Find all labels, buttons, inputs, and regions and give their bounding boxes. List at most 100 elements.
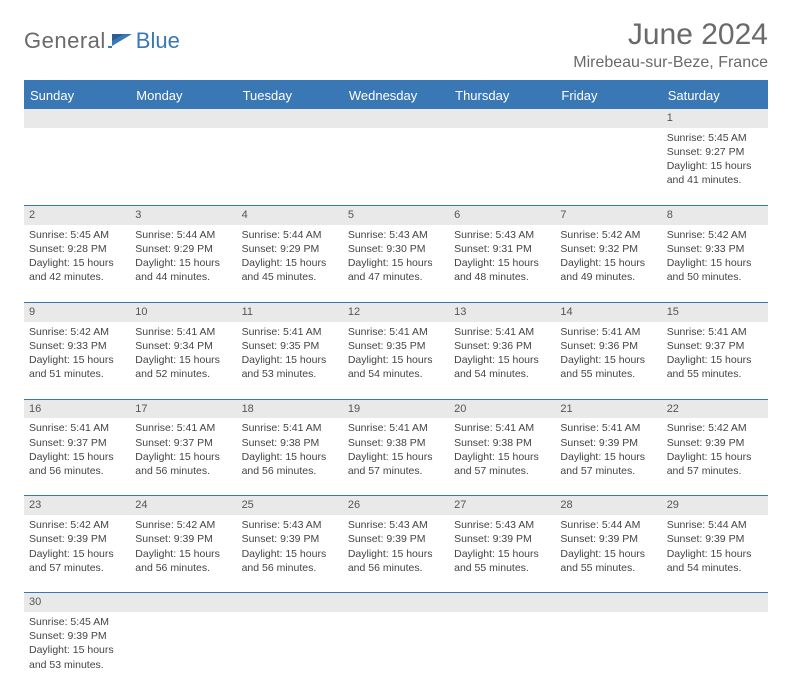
week-row: Sunrise: 5:42 AMSunset: 9:39 PMDaylight:… <box>24 515 768 593</box>
day-daylight1: Daylight: 15 hours <box>667 547 763 561</box>
day-sunrise: Sunrise: 5:43 AM <box>348 518 444 532</box>
day-daylight2: and 51 minutes. <box>29 367 125 381</box>
day-daylight2: and 47 minutes. <box>348 270 444 284</box>
day-cell: Sunrise: 5:42 AMSunset: 9:33 PMDaylight:… <box>662 225 768 303</box>
day-cell: Sunrise: 5:41 AMSunset: 9:36 PMDaylight:… <box>449 322 555 400</box>
day-sunset: Sunset: 9:37 PM <box>135 436 231 450</box>
day-sunrise: Sunrise: 5:43 AM <box>242 518 338 532</box>
day-sunset: Sunset: 9:39 PM <box>560 532 656 546</box>
day-number-cell: 18 <box>237 400 343 419</box>
day-details: Sunrise: 5:41 AMSunset: 9:35 PMDaylight:… <box>348 325 444 382</box>
day-daylight1: Daylight: 15 hours <box>29 256 125 270</box>
day-daylight1: Daylight: 15 hours <box>348 450 444 464</box>
day-daylight2: and 56 minutes. <box>135 561 231 575</box>
day-cell <box>555 612 661 690</box>
day-daylight1: Daylight: 15 hours <box>560 547 656 561</box>
day-cell: Sunrise: 5:41 AMSunset: 9:38 PMDaylight:… <box>237 418 343 496</box>
day-cell: Sunrise: 5:42 AMSunset: 9:39 PMDaylight:… <box>24 515 130 593</box>
daynum-row: 1 <box>24 109 768 128</box>
day-details: Sunrise: 5:44 AMSunset: 9:29 PMDaylight:… <box>242 228 338 285</box>
day-cell: Sunrise: 5:42 AMSunset: 9:32 PMDaylight:… <box>555 225 661 303</box>
day-details: Sunrise: 5:41 AMSunset: 9:35 PMDaylight:… <box>242 325 338 382</box>
day-details: Sunrise: 5:41 AMSunset: 9:34 PMDaylight:… <box>135 325 231 382</box>
day-number-cell: 1 <box>662 109 768 128</box>
day-details: Sunrise: 5:45 AMSunset: 9:39 PMDaylight:… <box>29 615 125 672</box>
day-daylight1: Daylight: 15 hours <box>135 353 231 367</box>
day-daylight1: Daylight: 15 hours <box>560 353 656 367</box>
weekday-header: Friday <box>555 82 661 109</box>
day-daylight2: and 42 minutes. <box>29 270 125 284</box>
day-number-cell <box>662 593 768 612</box>
day-cell: Sunrise: 5:41 AMSunset: 9:34 PMDaylight:… <box>130 322 236 400</box>
day-details: Sunrise: 5:42 AMSunset: 9:39 PMDaylight:… <box>135 518 231 575</box>
day-sunset: Sunset: 9:37 PM <box>29 436 125 450</box>
calendar-body: 1Sunrise: 5:45 AMSunset: 9:27 PMDaylight… <box>24 109 768 690</box>
day-daylight2: and 52 minutes. <box>135 367 231 381</box>
weekday-header: Wednesday <box>343 82 449 109</box>
weekday-header: Tuesday <box>237 82 343 109</box>
daynum-row: 23242526272829 <box>24 496 768 515</box>
logo-text-blue: Blue <box>136 28 180 54</box>
day-daylight2: and 56 minutes. <box>135 464 231 478</box>
day-details: Sunrise: 5:41 AMSunset: 9:37 PMDaylight:… <box>667 325 763 382</box>
day-sunrise: Sunrise: 5:42 AM <box>29 518 125 532</box>
day-sunset: Sunset: 9:30 PM <box>348 242 444 256</box>
day-daylight2: and 57 minutes. <box>454 464 550 478</box>
day-daylight2: and 54 minutes. <box>348 367 444 381</box>
day-sunrise: Sunrise: 5:42 AM <box>29 325 125 339</box>
day-cell: Sunrise: 5:41 AMSunset: 9:37 PMDaylight:… <box>662 322 768 400</box>
day-sunrise: Sunrise: 5:41 AM <box>454 325 550 339</box>
day-sunrise: Sunrise: 5:45 AM <box>29 615 125 629</box>
day-sunrise: Sunrise: 5:42 AM <box>560 228 656 242</box>
day-daylight1: Daylight: 15 hours <box>454 547 550 561</box>
day-sunset: Sunset: 9:27 PM <box>667 145 763 159</box>
day-sunrise: Sunrise: 5:45 AM <box>29 228 125 242</box>
day-number-cell <box>237 109 343 128</box>
day-daylight1: Daylight: 15 hours <box>348 256 444 270</box>
day-sunset: Sunset: 9:39 PM <box>560 436 656 450</box>
day-number-cell: 30 <box>24 593 130 612</box>
day-cell <box>343 128 449 206</box>
day-details: Sunrise: 5:41 AMSunset: 9:36 PMDaylight:… <box>560 325 656 382</box>
day-daylight1: Daylight: 15 hours <box>348 547 444 561</box>
day-number-cell: 13 <box>449 303 555 322</box>
day-details: Sunrise: 5:42 AMSunset: 9:39 PMDaylight:… <box>29 518 125 575</box>
day-daylight2: and 54 minutes. <box>667 561 763 575</box>
day-number-cell: 22 <box>662 400 768 419</box>
week-row: Sunrise: 5:45 AMSunset: 9:27 PMDaylight:… <box>24 128 768 206</box>
day-sunset: Sunset: 9:33 PM <box>29 339 125 353</box>
day-sunrise: Sunrise: 5:41 AM <box>348 325 444 339</box>
day-cell: Sunrise: 5:41 AMSunset: 9:35 PMDaylight:… <box>343 322 449 400</box>
day-number-cell <box>449 593 555 612</box>
day-number-cell <box>449 109 555 128</box>
day-cell <box>237 128 343 206</box>
day-number-cell: 10 <box>130 303 236 322</box>
daynum-row: 16171819202122 <box>24 400 768 419</box>
day-details: Sunrise: 5:42 AMSunset: 9:33 PMDaylight:… <box>667 228 763 285</box>
day-daylight1: Daylight: 15 hours <box>667 450 763 464</box>
day-number-cell: 29 <box>662 496 768 515</box>
day-details: Sunrise: 5:42 AMSunset: 9:33 PMDaylight:… <box>29 325 125 382</box>
weekday-header: Monday <box>130 82 236 109</box>
day-cell: Sunrise: 5:43 AMSunset: 9:31 PMDaylight:… <box>449 225 555 303</box>
day-cell: Sunrise: 5:41 AMSunset: 9:38 PMDaylight:… <box>343 418 449 496</box>
day-details: Sunrise: 5:41 AMSunset: 9:37 PMDaylight:… <box>29 421 125 478</box>
day-daylight2: and 56 minutes. <box>242 561 338 575</box>
day-sunrise: Sunrise: 5:41 AM <box>29 421 125 435</box>
day-number-cell <box>130 593 236 612</box>
day-cell: Sunrise: 5:41 AMSunset: 9:36 PMDaylight:… <box>555 322 661 400</box>
day-details: Sunrise: 5:41 AMSunset: 9:37 PMDaylight:… <box>135 421 231 478</box>
day-cell: Sunrise: 5:41 AMSunset: 9:37 PMDaylight:… <box>130 418 236 496</box>
day-details: Sunrise: 5:44 AMSunset: 9:39 PMDaylight:… <box>560 518 656 575</box>
day-daylight2: and 57 minutes. <box>348 464 444 478</box>
day-cell: Sunrise: 5:44 AMSunset: 9:39 PMDaylight:… <box>662 515 768 593</box>
day-daylight1: Daylight: 15 hours <box>560 256 656 270</box>
day-cell: Sunrise: 5:43 AMSunset: 9:39 PMDaylight:… <box>237 515 343 593</box>
day-daylight2: and 55 minutes. <box>560 561 656 575</box>
logo: General Blue <box>24 18 180 54</box>
weekday-header: Saturday <box>662 82 768 109</box>
day-sunset: Sunset: 9:39 PM <box>348 532 444 546</box>
day-sunrise: Sunrise: 5:41 AM <box>454 421 550 435</box>
day-details: Sunrise: 5:41 AMSunset: 9:38 PMDaylight:… <box>454 421 550 478</box>
title-block: June 2024 Mirebeau-sur-Beze, France <box>573 18 768 72</box>
